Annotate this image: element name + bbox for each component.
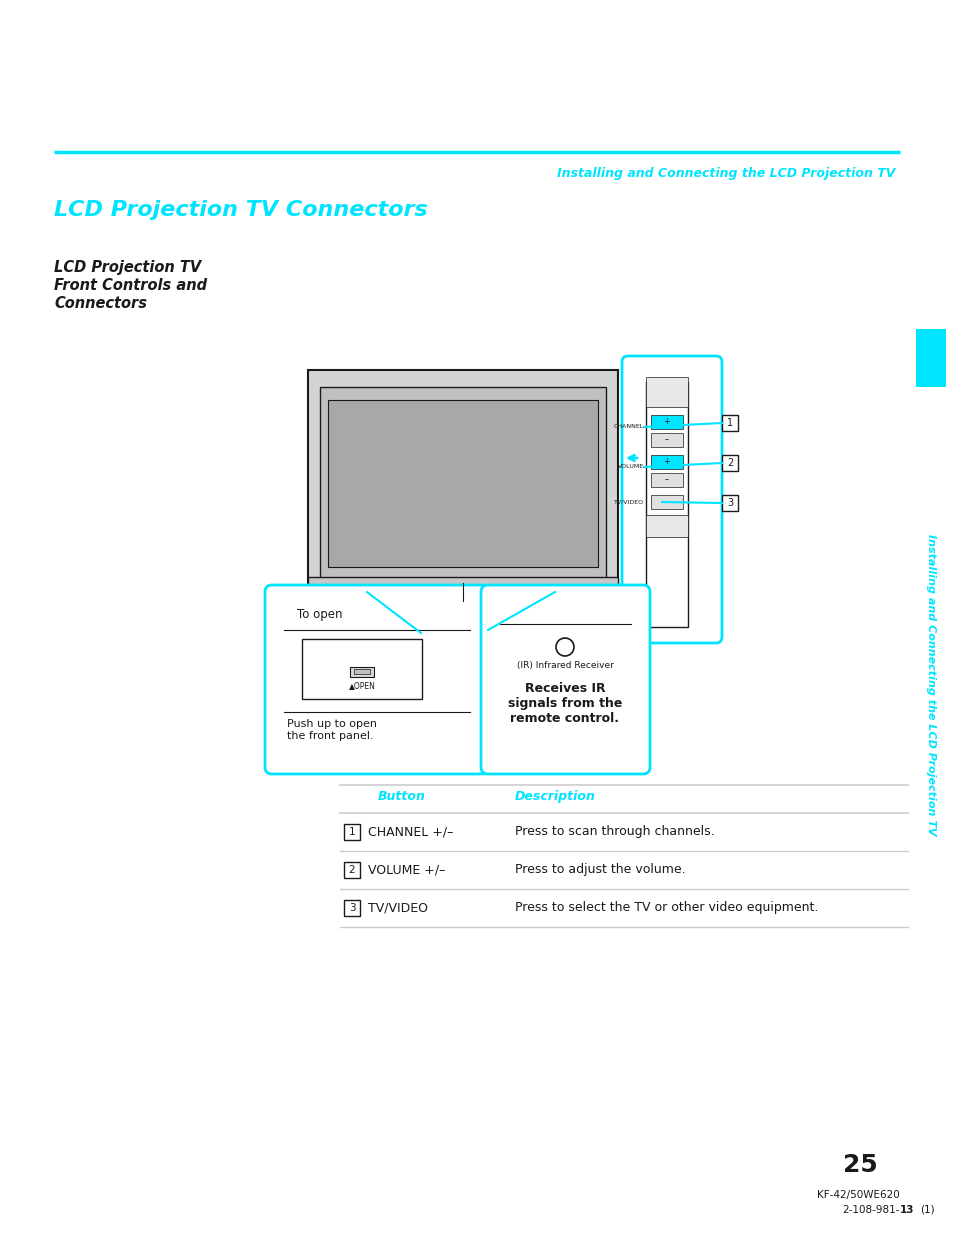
Text: Press to adjust the volume.: Press to adjust the volume. bbox=[515, 863, 685, 877]
Text: TV/VIDEO: TV/VIDEO bbox=[613, 499, 643, 505]
Text: LCD Projection TV: LCD Projection TV bbox=[54, 261, 201, 275]
Text: CHANNEL +/–: CHANNEL +/– bbox=[368, 825, 453, 839]
FancyBboxPatch shape bbox=[621, 356, 721, 643]
FancyBboxPatch shape bbox=[650, 454, 682, 469]
Text: LCD Projection TV Connectors: LCD Projection TV Connectors bbox=[54, 200, 427, 220]
Text: +: + bbox=[663, 417, 670, 426]
Text: 13: 13 bbox=[899, 1205, 914, 1215]
FancyBboxPatch shape bbox=[650, 495, 682, 509]
Text: Description: Description bbox=[515, 790, 596, 803]
Text: Front Controls and: Front Controls and bbox=[54, 278, 207, 293]
FancyBboxPatch shape bbox=[650, 473, 682, 487]
Text: Press to select the TV or other video equipment.: Press to select the TV or other video eq… bbox=[515, 902, 818, 914]
FancyBboxPatch shape bbox=[721, 415, 738, 431]
FancyBboxPatch shape bbox=[353, 630, 573, 643]
Text: 2: 2 bbox=[349, 864, 355, 876]
Text: –: – bbox=[664, 436, 668, 445]
FancyBboxPatch shape bbox=[344, 900, 359, 916]
FancyBboxPatch shape bbox=[308, 577, 618, 605]
FancyBboxPatch shape bbox=[422, 605, 502, 630]
FancyBboxPatch shape bbox=[319, 387, 605, 578]
FancyBboxPatch shape bbox=[308, 370, 618, 605]
Text: 3: 3 bbox=[726, 498, 732, 508]
Text: TV/VIDEO: TV/VIDEO bbox=[368, 902, 428, 914]
Text: +: + bbox=[663, 457, 670, 467]
Circle shape bbox=[556, 638, 574, 656]
Text: Receives IR
signals from the
remote control.: Receives IR signals from the remote cont… bbox=[507, 682, 621, 725]
Circle shape bbox=[483, 622, 492, 630]
Text: 1: 1 bbox=[726, 417, 732, 429]
FancyBboxPatch shape bbox=[408, 622, 434, 634]
Text: 25: 25 bbox=[842, 1153, 877, 1177]
Text: VOLUME +/–: VOLUME +/– bbox=[368, 863, 445, 877]
FancyBboxPatch shape bbox=[480, 585, 649, 774]
Text: –: – bbox=[664, 475, 668, 484]
FancyBboxPatch shape bbox=[645, 515, 687, 537]
FancyBboxPatch shape bbox=[344, 862, 359, 878]
FancyBboxPatch shape bbox=[650, 433, 682, 447]
Text: (IR) Infrared Receiver: (IR) Infrared Receiver bbox=[516, 661, 613, 671]
FancyBboxPatch shape bbox=[354, 669, 370, 674]
Text: Push up to open
the front panel.: Push up to open the front panel. bbox=[287, 719, 376, 741]
Text: Installing and Connecting the LCD Projection TV: Installing and Connecting the LCD Projec… bbox=[925, 535, 935, 836]
Text: Button: Button bbox=[377, 790, 425, 803]
FancyBboxPatch shape bbox=[350, 667, 374, 677]
FancyBboxPatch shape bbox=[645, 377, 687, 408]
FancyBboxPatch shape bbox=[302, 638, 421, 699]
FancyBboxPatch shape bbox=[265, 585, 489, 774]
Text: ▲OPEN: ▲OPEN bbox=[348, 680, 375, 690]
FancyBboxPatch shape bbox=[328, 400, 598, 567]
Text: VOLUME: VOLUME bbox=[618, 464, 643, 469]
Text: 1: 1 bbox=[349, 827, 355, 837]
Text: (1): (1) bbox=[919, 1205, 934, 1215]
FancyBboxPatch shape bbox=[721, 454, 738, 471]
Text: Installing and Connecting the LCD Projection TV: Installing and Connecting the LCD Projec… bbox=[556, 167, 894, 180]
FancyBboxPatch shape bbox=[645, 382, 687, 627]
FancyBboxPatch shape bbox=[915, 329, 945, 387]
FancyBboxPatch shape bbox=[650, 415, 682, 429]
Text: 3: 3 bbox=[349, 903, 355, 913]
Text: CHANNEL: CHANNEL bbox=[613, 425, 643, 430]
Text: Press to scan through channels.: Press to scan through channels. bbox=[515, 825, 714, 839]
Text: 2-108-981-: 2-108-981- bbox=[841, 1205, 899, 1215]
Text: KF-42/50WE620: KF-42/50WE620 bbox=[817, 1191, 899, 1200]
FancyBboxPatch shape bbox=[721, 495, 738, 511]
Text: To open: To open bbox=[296, 608, 342, 621]
Text: Connectors: Connectors bbox=[54, 296, 147, 311]
FancyBboxPatch shape bbox=[344, 824, 359, 840]
Text: 2: 2 bbox=[726, 458, 732, 468]
